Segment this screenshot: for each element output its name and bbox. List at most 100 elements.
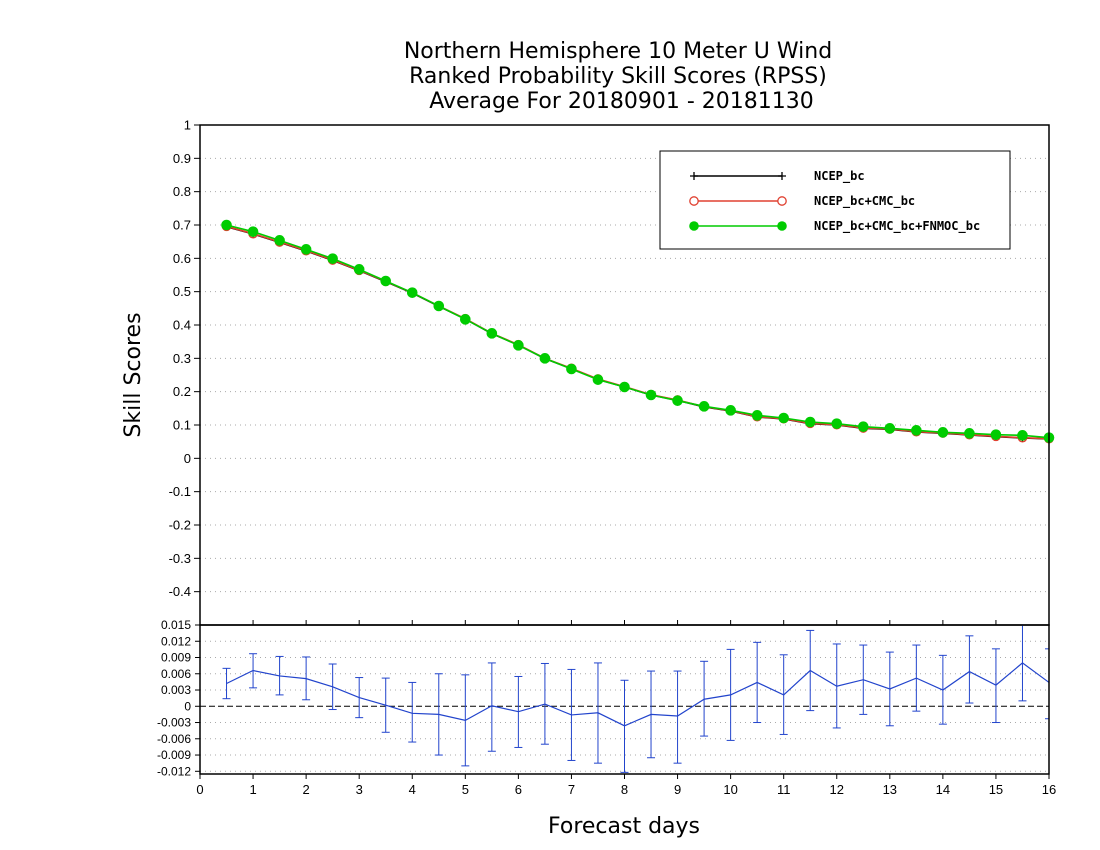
series-line-2: [226, 224, 1050, 439]
point-2-28: [964, 428, 975, 439]
series-1: [221, 221, 1054, 444]
point-2-23: [831, 418, 843, 429]
point-2-0: [221, 219, 232, 231]
series-0: [222, 222, 1053, 443]
point-2-25: [884, 423, 896, 434]
diff-y-tick-label-9: 0.015: [161, 618, 191, 632]
x-axis-ticks: 0 1 2 3 4 5 6 7 8 9 10 11 12 13 14 15 16: [196, 620, 1056, 797]
point-2-3: [300, 244, 312, 255]
error-bar-31: [1045, 648, 1049, 720]
y-tick-label-11: 0.7: [173, 218, 191, 233]
legend-marker-0-0: [690, 172, 698, 180]
difference-panel-series: [222, 625, 1049, 773]
main-panel-y-ticks: -0.4 -0.3 -0.2 -0.1 0 0.1 0.2 0.3 0.4 0.5 0.6 0.7 0.…: [169, 118, 200, 599]
y-tick-label-9: 0.5: [173, 284, 191, 299]
legend-marker-1-1: [777, 196, 787, 206]
y-tick-label-5: 0.1: [173, 418, 191, 433]
legend-label-1: NCEP_bc+CMC_bc: [814, 194, 915, 209]
error-bar-10: [487, 662, 496, 752]
point-2-6: [380, 275, 392, 287]
y-axis-label: Skill Scores: [121, 312, 146, 437]
point-2-22: [804, 416, 816, 428]
legend-marker-2-0: [689, 221, 699, 231]
legend-label-2: NCEP_bc+CMC_bc+FNMOC_bc: [814, 219, 980, 234]
point-2-29: [990, 429, 1002, 440]
y-tick-label-2: -0.2: [169, 518, 191, 533]
x-tick-label-14: 14: [936, 782, 950, 797]
diff-y-tick-label-3: -0.003: [157, 716, 191, 730]
point-2-19: [725, 405, 736, 416]
point-2-12: [539, 353, 551, 364]
x-tick-label-10: 10: [723, 782, 737, 797]
chart-title-line-2: Ranked Probability Skill Scores (RPSS): [409, 64, 827, 89]
point-2-11: [513, 340, 524, 351]
point-2-8: [433, 300, 445, 312]
diff-y-tick-label-0: -0.012: [157, 764, 191, 778]
point-2-14: [592, 374, 604, 385]
point-2-10: [486, 328, 498, 339]
point-2-16: [645, 389, 657, 401]
x-tick-label-12: 12: [830, 782, 844, 797]
legend-items: NCEP_bc NCEP_bc+CMC_bc NCEP_bc+CMC_bc+FNMO…: [689, 169, 980, 234]
error-bar-17: [673, 670, 682, 764]
x-tick-label-7: 7: [568, 782, 575, 797]
error-bar-7: [408, 681, 417, 743]
y-tick-label-4: 0: [184, 451, 191, 466]
point-2-18: [698, 401, 710, 412]
x-tick-label-4: 4: [409, 782, 416, 797]
y-tick-label-7: 0.3: [173, 351, 191, 366]
diff-y-tick-label-6: 0.006: [161, 667, 191, 681]
point-2-9: [460, 314, 471, 325]
diff-y-tick-label-4: 0: [184, 699, 191, 713]
x-tick-label-5: 5: [462, 782, 469, 797]
x-tick-label-16: 16: [1042, 782, 1056, 797]
point-2-4: [327, 253, 338, 264]
diff-clipped: [222, 625, 1049, 773]
diff-mean-line: [226, 662, 1049, 727]
y-tick-label-1: -0.3: [169, 551, 191, 566]
point-2-2: [274, 235, 285, 246]
y-tick-label-14: 1: [184, 118, 191, 133]
y-tick-label-13: 0.9: [173, 151, 191, 166]
point-2-24: [857, 421, 869, 432]
chart-title-line-3: Average For 20180901 - 20181130: [422, 89, 814, 114]
point-2-26: [911, 425, 922, 436]
point-2-1: [247, 226, 259, 237]
legend-box: [659, 150, 1011, 250]
x-tick-label-8: 8: [621, 782, 628, 797]
point-2-27: [937, 427, 949, 438]
y-tick-label-10: 0.6: [173, 251, 191, 266]
x-axis-label: Forecast days: [548, 814, 700, 839]
x-tick-label-11: 11: [777, 782, 791, 797]
point-2-5: [353, 264, 365, 275]
diff-y-tick-label-7: 0.009: [161, 651, 191, 665]
x-tick-label-0: 0: [196, 782, 203, 797]
series-2: [221, 219, 1055, 443]
diff-y-tick-label-1: -0.009: [157, 748, 191, 762]
legend-item-0: NCEP_bc: [690, 169, 865, 184]
point-2-13: [566, 363, 577, 375]
legend-item-1: NCEP_bc+CMC_bc: [689, 194, 915, 209]
legend-marker-2-1: [777, 221, 787, 231]
x-tick-label-6: 6: [515, 782, 522, 797]
x-tick-label-2: 2: [303, 782, 310, 797]
x-tick-label-15: 15: [989, 782, 1003, 797]
legend: NCEP_bc NCEP_bc+CMC_bc NCEP_bc+CMC_bc+FNMO…: [659, 150, 1011, 250]
x-tick-label-13: 13: [883, 782, 897, 797]
point-2-15: [619, 381, 630, 393]
y-tick-label-6: 0.2: [173, 384, 191, 399]
legend-item-2: NCEP_bc+CMC_bc+FNMOC_bc: [689, 219, 980, 234]
y-tick-label-3: -0.1: [169, 484, 191, 499]
main-panel-series: [221, 219, 1055, 444]
y-tick-label-8: 0.4: [173, 318, 191, 333]
diff-y-tick-label-2: -0.006: [157, 732, 191, 746]
diff-y-tick-label-5: 0.003: [161, 683, 191, 697]
error-bar-28: [965, 635, 974, 704]
y-tick-label-0: -0.4: [169, 584, 191, 599]
point-2-21: [778, 412, 789, 424]
point-2-20: [751, 410, 763, 421]
chart-title-line-1: Northern Hemisphere 10 Meter U Wind: [404, 39, 832, 64]
legend-marker-0-1: [778, 172, 786, 180]
diff-y-tick-label-8: 0.012: [161, 634, 191, 648]
